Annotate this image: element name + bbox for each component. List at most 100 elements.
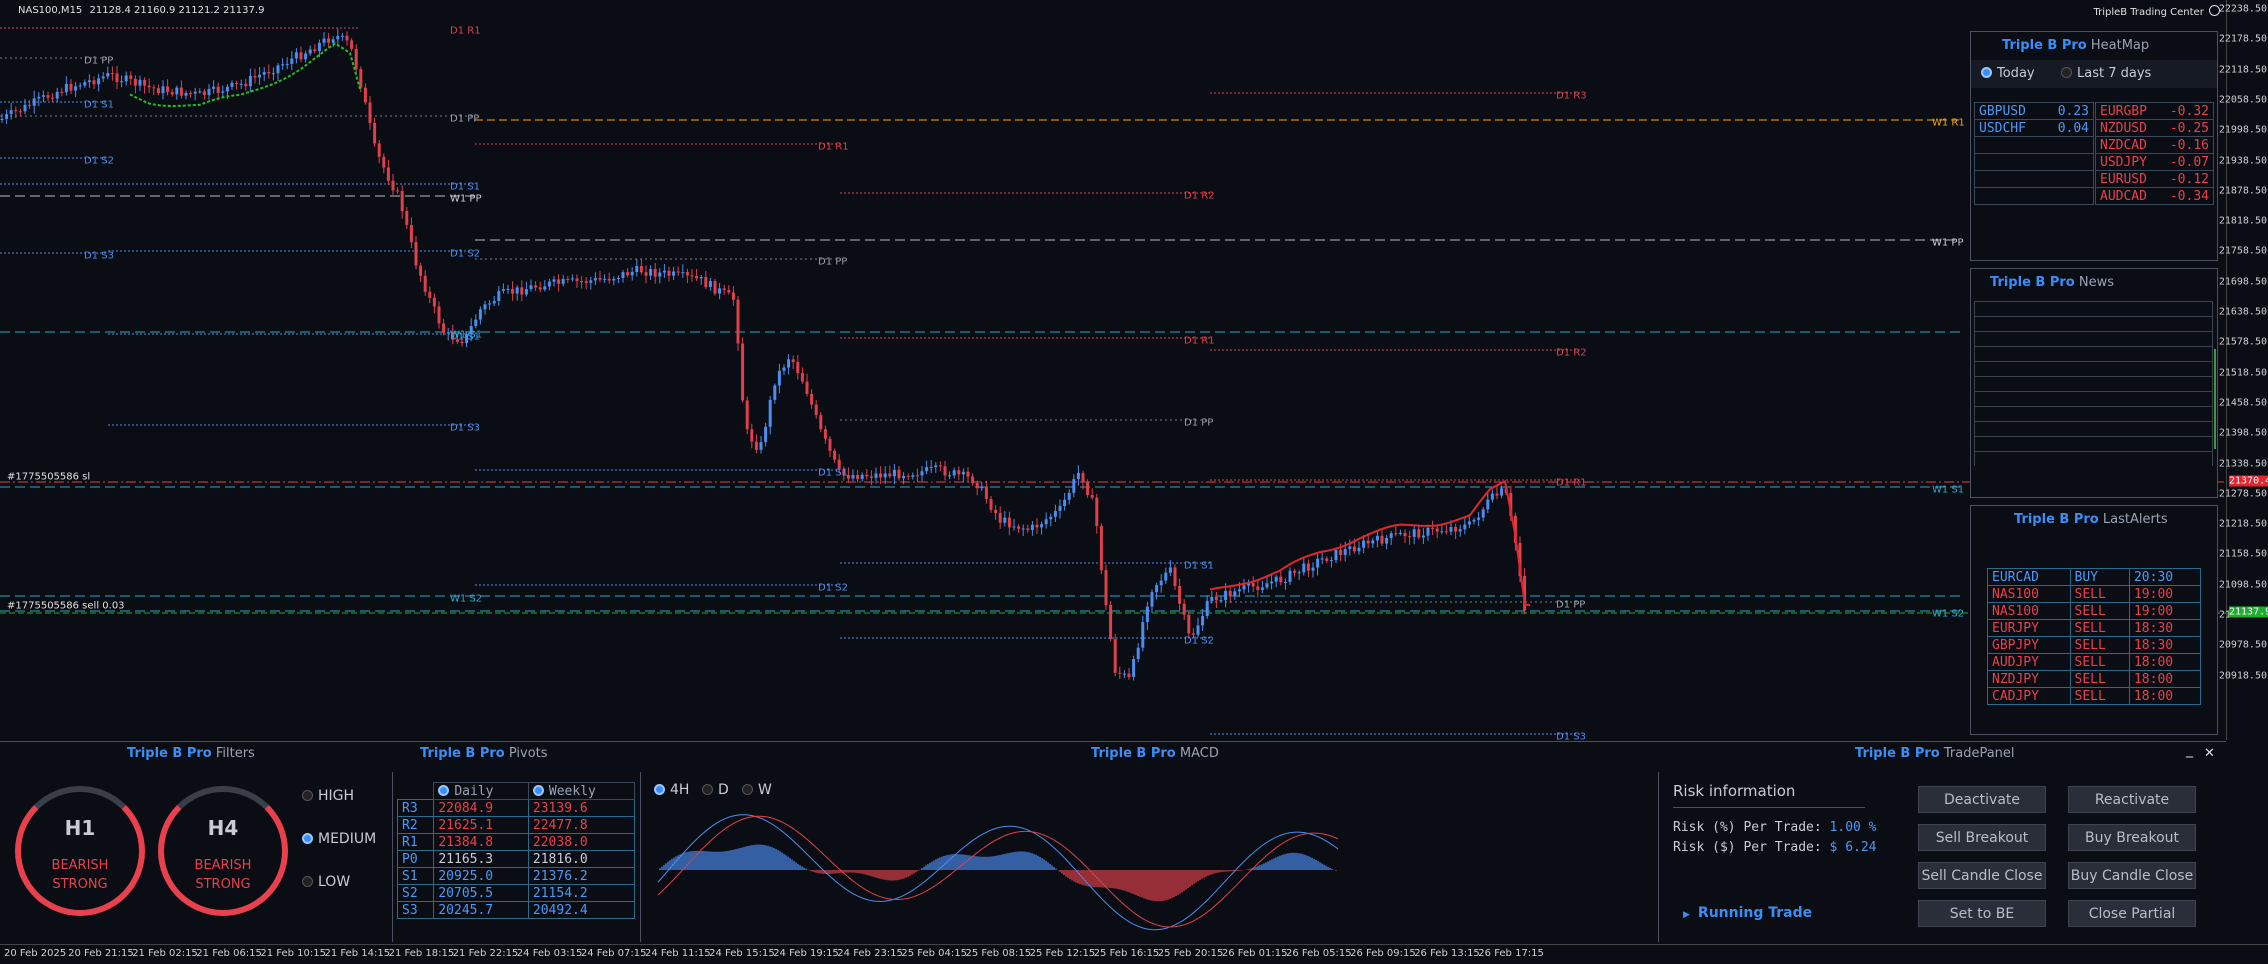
close-icon[interactable]: ✕ bbox=[2204, 746, 2215, 761]
news-row[interactable] bbox=[1974, 436, 2213, 451]
filter-medium[interactable]: MEDIUM bbox=[302, 831, 376, 847]
order-sell-label[interactable]: #1775505586 sell 0.03 bbox=[7, 600, 125, 612]
macd-tf-d[interactable]: D bbox=[702, 782, 729, 798]
running-trade[interactable]: ▶ Running Trade bbox=[1683, 905, 1813, 921]
news-row[interactable] bbox=[1974, 406, 2213, 421]
heatmap-row[interactable]: EURUSD -0.12 bbox=[2094, 170, 2214, 188]
level-label: D1 S2 bbox=[818, 582, 848, 594]
alert-pair: NZDJPY bbox=[1987, 670, 2071, 688]
macd-tf-w[interactable]: W bbox=[742, 782, 772, 798]
candle-body bbox=[653, 269, 657, 277]
news-list[interactable] bbox=[1974, 301, 2213, 466]
candle-body bbox=[198, 91, 202, 93]
alert-row[interactable]: GBPJPY SELL 18:30 bbox=[1987, 636, 2202, 654]
pivot-level: S1 bbox=[396, 867, 435, 885]
alert-row[interactable]: AUDJPY SELL 18:00 bbox=[1987, 653, 2202, 671]
time-tick: 21 Feb 06:15 bbox=[196, 948, 262, 959]
set-to-be-button[interactable]: Set to BE bbox=[1918, 900, 2046, 927]
news-row[interactable] bbox=[1974, 376, 2213, 391]
news-row[interactable] bbox=[1974, 346, 2213, 361]
heatmap-row[interactable] bbox=[1973, 153, 2094, 171]
pair-cell: USDCHF bbox=[1973, 119, 2044, 137]
macd-tf-4h[interactable]: 4H bbox=[654, 782, 689, 798]
candle-body bbox=[1159, 580, 1163, 586]
heatmap-row[interactable]: GBPUSD 0.23 bbox=[1973, 102, 2094, 120]
minimize-icon[interactable]: _ bbox=[2186, 742, 2193, 758]
news-row[interactable] bbox=[1974, 391, 2213, 406]
pivot-weekly: 20492.4 bbox=[527, 901, 636, 919]
candle-body bbox=[860, 474, 864, 480]
heatmap-row[interactable] bbox=[1973, 170, 2094, 188]
alert-row[interactable]: CADJPY SELL 18:00 bbox=[1987, 687, 2202, 705]
price-axis[interactable]: 22238.50 22178.50 22118.50 22058.50 21998.50… bbox=[2219, 0, 2268, 740]
last7-radio[interactable]: Last 7 days bbox=[2061, 66, 2151, 81]
candle-body bbox=[115, 73, 119, 82]
heatmap-row[interactable]: NZDUSD -0.25 bbox=[2094, 119, 2214, 137]
alert-row[interactable]: NAS100 SELL 19:00 bbox=[1987, 585, 2202, 603]
alert-pair: CADJPY bbox=[1987, 687, 2071, 705]
alert-row[interactable]: NAS100 SELL 19:00 bbox=[1987, 602, 2202, 620]
heatmap-row[interactable]: NZDCAD -0.16 bbox=[2094, 136, 2214, 154]
candle-body bbox=[258, 74, 262, 78]
candle-body bbox=[727, 290, 731, 293]
news-row[interactable] bbox=[1974, 451, 2213, 466]
news-row[interactable] bbox=[1974, 361, 2213, 376]
candle-body bbox=[143, 79, 147, 86]
price-chart[interactable] bbox=[0, 0, 2226, 740]
candle-body bbox=[695, 276, 699, 279]
daily-header[interactable]: Daily bbox=[433, 782, 529, 800]
filter-high[interactable]: HIGH bbox=[302, 788, 354, 804]
candle-body bbox=[409, 224, 413, 243]
time-tick: 26 Feb 01:15 bbox=[1221, 948, 1288, 959]
close-partial-button[interactable]: Close Partial bbox=[2068, 900, 2196, 927]
alert-row[interactable]: EURCAD BUY 20:30 bbox=[1987, 568, 2202, 586]
heatmap-row[interactable]: EURGBP -0.32 bbox=[2094, 102, 2214, 120]
candle-body bbox=[189, 92, 193, 94]
candle-body bbox=[1518, 542, 1522, 576]
news-row[interactable] bbox=[1974, 331, 2213, 346]
filter-low[interactable]: LOW bbox=[302, 874, 350, 890]
heatmap-row[interactable] bbox=[1973, 187, 2094, 205]
pair-cell: GBPUSD bbox=[1973, 102, 2044, 120]
weekly-header[interactable]: Weekly bbox=[527, 782, 636, 800]
value-cell: 0.04 bbox=[2043, 119, 2094, 137]
alert-row[interactable]: EURJPY SELL 18:30 bbox=[1987, 619, 2202, 637]
heatmap-row[interactable]: USDCHF 0.04 bbox=[1973, 119, 2094, 137]
time-axis[interactable]: 20 Feb 2025 20 Feb 21:15 21 Feb 02:15 21 Fe… bbox=[0, 944, 2268, 964]
candle-body bbox=[676, 271, 680, 273]
candle-body bbox=[391, 180, 395, 191]
candle-body bbox=[359, 69, 363, 88]
candle-body bbox=[667, 270, 671, 276]
heatmap-row[interactable] bbox=[1973, 136, 2094, 154]
level-label: D1 R3 bbox=[1556, 90, 1587, 102]
candle-body bbox=[934, 465, 938, 468]
buy-candle-close-button[interactable]: Buy Candle Close bbox=[2068, 862, 2196, 889]
news-row[interactable] bbox=[1974, 301, 2213, 316]
news-row[interactable] bbox=[1974, 316, 2213, 331]
candle-body bbox=[948, 475, 952, 477]
level-label: D1 R2 bbox=[1184, 190, 1215, 202]
sell-candle-close-button[interactable]: Sell Candle Close bbox=[1918, 862, 2046, 889]
news-scrollbar[interactable] bbox=[2214, 349, 2216, 449]
moving-averages bbox=[129, 42, 1531, 606]
today-radio[interactable]: Today bbox=[1981, 66, 2035, 81]
signal-line bbox=[657, 815, 1339, 928]
candle-body bbox=[911, 475, 915, 477]
deactivate-button[interactable]: Deactivate bbox=[1918, 786, 2046, 813]
brand-label: TripleB Trading Center bbox=[2093, 5, 2220, 18]
order-sl-label[interactable]: #1775505586 sl bbox=[7, 471, 91, 483]
candle-body bbox=[1523, 575, 1527, 611]
alert-row[interactable]: NZDJPY SELL 18:00 bbox=[1987, 670, 2202, 688]
trade-body: Risk information Risk (%) Per Trade: 1.0… bbox=[1658, 772, 2226, 942]
pair-cell: USDJPY bbox=[2094, 153, 2159, 171]
candle-body bbox=[1086, 482, 1090, 496]
buy-breakout-button[interactable]: Buy Breakout bbox=[2068, 824, 2196, 851]
heatmap-row[interactable]: USDJPY -0.07 bbox=[2094, 153, 2214, 171]
candle-body bbox=[193, 91, 197, 94]
heatmap-row[interactable]: AUDCAD -0.34 bbox=[2094, 187, 2214, 205]
sell-breakout-button[interactable]: Sell Breakout bbox=[1918, 824, 2046, 851]
candle-body bbox=[9, 110, 13, 115]
news-row[interactable] bbox=[1974, 421, 2213, 436]
candle-body bbox=[166, 86, 170, 93]
reactivate-button[interactable]: Reactivate bbox=[2068, 786, 2196, 813]
